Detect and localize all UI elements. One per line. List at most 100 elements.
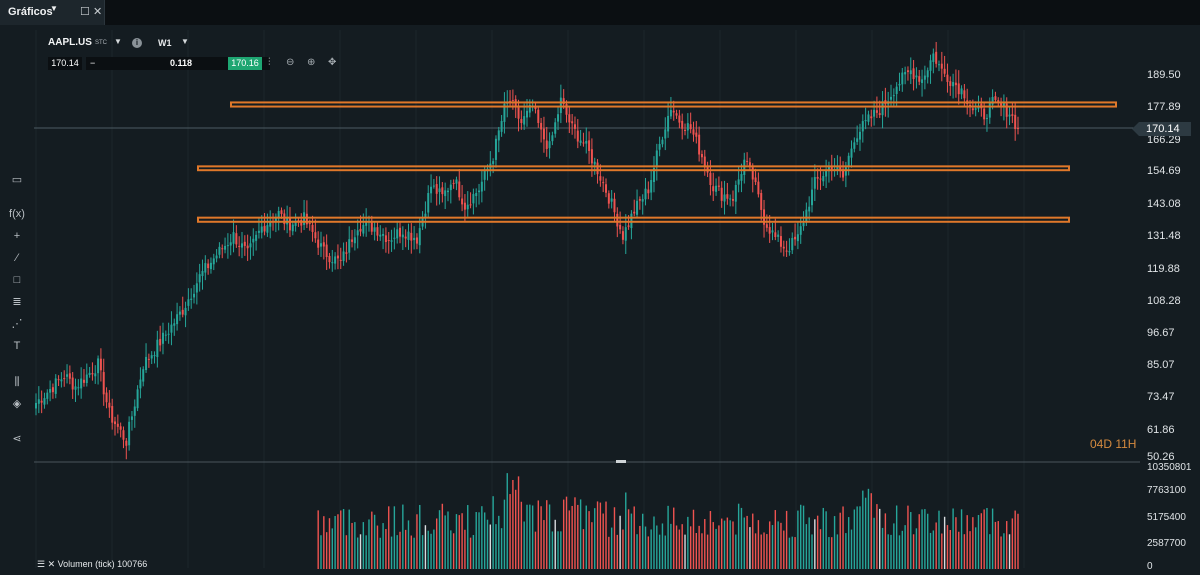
volume-bar	[591, 522, 593, 569]
close-icon[interactable]: ✕	[93, 6, 103, 18]
indicators-icon[interactable]: ⫼	[14, 376, 20, 388]
candle	[588, 131, 591, 164]
candle	[856, 125, 859, 145]
tab-charts[interactable]: Gráficos ▼ ☐ ✕	[0, 0, 105, 25]
candle	[940, 51, 943, 82]
volume-bar	[960, 509, 963, 569]
volume-legend-label: Volumen (tick) 100766	[57, 559, 148, 569]
fibonacci-tool-icon[interactable]: ≣	[12, 296, 22, 308]
share-icon[interactable]: ⋖	[12, 433, 22, 445]
volume-bar	[402, 504, 404, 569]
maximize-icon[interactable]: ☐	[80, 6, 90, 18]
volume-bar	[464, 529, 466, 569]
candle	[421, 211, 424, 231]
candle	[427, 185, 430, 218]
volume-bar	[819, 529, 822, 569]
symbol-label[interactable]: AAPL.US	[48, 37, 92, 48]
candle	[221, 244, 224, 259]
volume-bar	[560, 531, 562, 569]
volume-bar	[546, 500, 548, 569]
volume-bar	[351, 522, 353, 569]
volume-bar	[771, 525, 774, 569]
timeframe-label[interactable]: W1	[158, 38, 172, 48]
chevron-down-icon[interactable]: ▼	[50, 4, 58, 13]
volume-bar	[334, 516, 336, 569]
candle	[545, 126, 548, 157]
pitchfork-tool-icon[interactable]: ⋰	[11, 318, 23, 330]
crosshair-icon[interactable]: +	[13, 230, 21, 242]
volume-bar	[469, 537, 472, 569]
candle	[418, 217, 421, 254]
close-icon[interactable]: ✕	[47, 559, 56, 569]
horizontal-level-zone[interactable]	[197, 216, 1070, 223]
candle	[757, 172, 760, 198]
price-axis-label: 96.67	[1147, 327, 1175, 339]
volume-bar	[337, 514, 339, 569]
candle	[88, 366, 91, 378]
function-icon[interactable]: f(x)	[9, 208, 25, 220]
zoom-out-icon[interactable]: ⊖	[286, 57, 295, 68]
volume-bar	[354, 522, 356, 569]
candle	[240, 231, 243, 259]
rectangle-tool-icon[interactable]: □	[13, 274, 21, 286]
move-icon[interactable]: ✥	[328, 57, 337, 68]
candle	[605, 178, 608, 198]
horizontal-level-zone[interactable]	[197, 165, 1070, 172]
volume-bar	[602, 513, 604, 569]
sell-price-button[interactable]: 170.14	[48, 57, 82, 70]
volume-bar	[749, 527, 751, 569]
candle	[71, 372, 74, 399]
volume-bar	[478, 512, 480, 569]
candle	[785, 240, 788, 257]
horizontal-level-zone[interactable]	[230, 101, 1117, 108]
candle	[60, 372, 63, 388]
menu-icon[interactable]: ☰	[37, 559, 46, 569]
candle	[404, 229, 407, 248]
candle	[565, 100, 568, 123]
volume-bar	[531, 505, 534, 569]
chart-window-icon[interactable]: ▭	[11, 174, 23, 186]
price-axis-label: 61.86	[1147, 424, 1175, 436]
volume-bar	[365, 535, 367, 569]
candle	[286, 205, 289, 234]
candle	[291, 220, 294, 236]
volume-bar	[371, 511, 373, 569]
candle	[540, 117, 543, 143]
candle-style-icon[interactable]: ⫶	[268, 57, 271, 68]
candle	[949, 76, 952, 96]
zoom-in-icon[interactable]: ⊕	[307, 57, 316, 68]
buy-price-button[interactable]: 170.16	[228, 57, 262, 70]
pane-resize-handle[interactable]	[616, 460, 626, 463]
quantity-value[interactable]: 0.118	[170, 58, 193, 68]
volume-bar	[498, 515, 500, 569]
candle	[743, 152, 746, 184]
candle	[607, 190, 610, 209]
line-tool-icon[interactable]: ⁄	[16, 252, 18, 264]
candle	[937, 60, 940, 72]
volume-bar	[991, 508, 994, 569]
layers-icon[interactable]: ◈	[12, 398, 22, 410]
candle	[957, 70, 960, 105]
symbol-dropdown-icon[interactable]: ▼	[114, 37, 122, 46]
volume-bar	[529, 504, 531, 569]
candle	[1014, 103, 1017, 141]
volume-bar	[845, 533, 847, 569]
candle	[195, 272, 198, 305]
volume-bar	[684, 534, 686, 569]
candle	[424, 201, 427, 229]
price-axis-label: 154.69	[1147, 165, 1181, 177]
volume-bar	[715, 528, 717, 569]
candle	[602, 176, 605, 193]
candle	[339, 247, 342, 270]
candle	[858, 123, 861, 151]
candle	[985, 114, 988, 132]
volume-bar	[980, 513, 983, 569]
candle	[715, 178, 718, 196]
info-icon[interactable]: i	[132, 38, 142, 48]
text-tool-icon[interactable]: T	[13, 340, 21, 352]
candle	[305, 200, 308, 228]
candle	[497, 126, 500, 153]
decrease-button[interactable]: −	[90, 58, 96, 68]
timeframe-dropdown-icon[interactable]: ▼	[181, 37, 189, 46]
